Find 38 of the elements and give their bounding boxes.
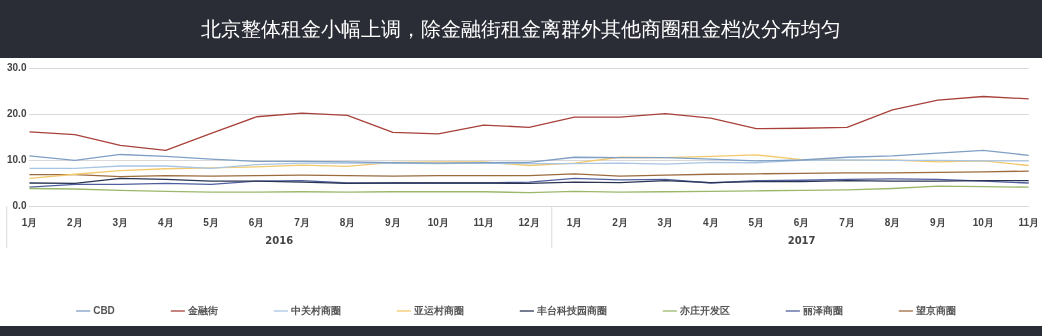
x-tick-label: 4月: [157, 216, 174, 228]
x-tick-label: 12月: [518, 216, 540, 228]
text: 2017: [787, 234, 816, 246]
x-tick-label: 5月: [203, 216, 219, 228]
y-tick-label: 20.0: [6, 107, 27, 119]
legend-label: 望京商圈: [914, 304, 956, 316]
legend-label: 亚运村商圈: [412, 304, 464, 316]
x-tick-label: 2月: [67, 216, 83, 228]
y-tick-label: 10.0: [6, 153, 27, 165]
text: 2016: [265, 234, 294, 246]
legend-label: 亦庄开发区: [678, 304, 730, 316]
x-tick-label: 10月: [427, 216, 449, 228]
x-tick-label: 7月: [294, 216, 310, 228]
x-tick-label: 6月: [793, 216, 810, 228]
x-tick-label: 1月: [21, 216, 38, 228]
x-tick-label: 8月: [339, 216, 356, 228]
x-tick-label: 1月: [566, 216, 583, 228]
legend-label: CBD: [93, 304, 115, 316]
x-tick-label: 6月: [248, 216, 265, 228]
x-tick-label: 2月: [612, 216, 628, 228]
legend-label: 丽泽商圈: [801, 304, 843, 316]
legend-label: 金融街: [186, 304, 218, 316]
x-tick-label: 4月: [702, 216, 719, 228]
x-tick-label: 7月: [839, 216, 855, 228]
y-tick-label: 0.0: [12, 199, 27, 211]
legend-label: 丰台科技园商圈: [535, 304, 607, 316]
x-tick-label: 5月: [748, 216, 764, 228]
x-tick-label: 9月: [930, 216, 946, 228]
x-tick-label: 8月: [884, 216, 901, 228]
y-tick-label: 30.0: [6, 61, 27, 73]
x-tick-label: 9月: [385, 216, 401, 228]
x-tick-label: 3月: [657, 216, 674, 228]
chart-title: 北京整体租金小幅上调，除金融街租金离群外其他商圈租金档次分布均匀: [0, 0, 1042, 58]
x-tick-label: 11月: [473, 216, 494, 228]
x-tick-label: 3月: [112, 216, 129, 228]
legend-label: 中关村商圈: [290, 304, 341, 316]
x-tick-label: 10月: [972, 216, 994, 228]
x-tick-label: 11月: [1018, 216, 1039, 228]
